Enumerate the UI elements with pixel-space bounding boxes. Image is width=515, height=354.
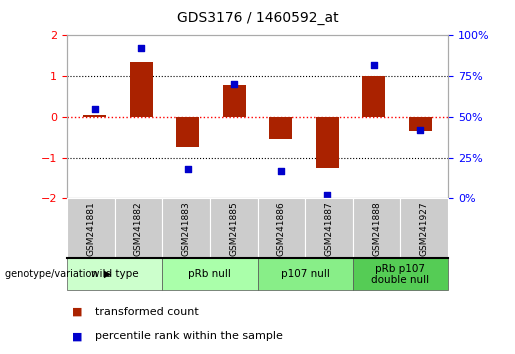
Point xyxy=(230,81,238,87)
Point xyxy=(277,168,285,173)
Text: GSM241887: GSM241887 xyxy=(324,201,333,256)
Text: pRb p107
double null: pRb p107 double null xyxy=(371,263,430,285)
Text: ■: ■ xyxy=(72,307,82,316)
Text: GSM241885: GSM241885 xyxy=(229,201,238,256)
Bar xyxy=(130,62,153,117)
Bar xyxy=(269,117,293,139)
Bar xyxy=(362,76,385,117)
Text: GDS3176 / 1460592_at: GDS3176 / 1460592_at xyxy=(177,11,338,25)
Point xyxy=(416,127,424,133)
Text: genotype/variation  ▶: genotype/variation ▶ xyxy=(5,269,112,279)
Text: percentile rank within the sample: percentile rank within the sample xyxy=(95,331,283,341)
Text: GSM241888: GSM241888 xyxy=(372,201,381,256)
Point xyxy=(370,62,378,68)
Point xyxy=(137,46,145,51)
Text: GSM241881: GSM241881 xyxy=(87,201,95,256)
Bar xyxy=(176,117,199,147)
Bar xyxy=(83,115,107,117)
Point xyxy=(323,192,331,198)
Text: wild type: wild type xyxy=(91,269,139,279)
Point xyxy=(184,166,192,172)
Bar xyxy=(316,117,339,168)
Text: GSM241882: GSM241882 xyxy=(134,201,143,256)
Bar xyxy=(222,85,246,117)
Text: GSM241883: GSM241883 xyxy=(182,201,191,256)
Text: GSM241927: GSM241927 xyxy=(420,201,428,256)
Text: pRb null: pRb null xyxy=(188,269,231,279)
Bar xyxy=(408,117,432,131)
Text: GSM241886: GSM241886 xyxy=(277,201,286,256)
Text: p107 null: p107 null xyxy=(281,269,330,279)
Text: ■: ■ xyxy=(72,331,82,341)
Point xyxy=(91,106,99,112)
Text: transformed count: transformed count xyxy=(95,307,199,316)
